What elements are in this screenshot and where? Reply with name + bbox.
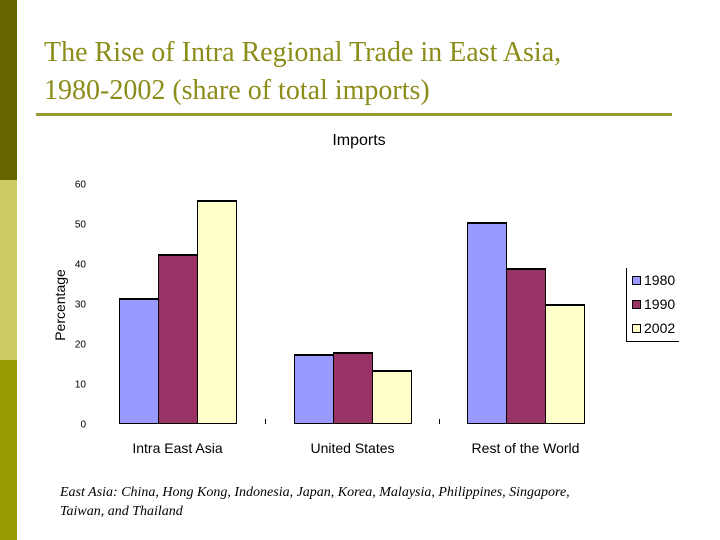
legend-swatch-2002 [632, 323, 641, 333]
x-category-label: Rest of the World [471, 440, 580, 456]
bar-1980 [119, 298, 159, 424]
slide-title: The Rise of Intra Regional Trade in East… [44, 34, 694, 110]
legend-swatch-1990 [632, 299, 641, 309]
bar-1990 [506, 268, 546, 424]
title-divider [36, 113, 672, 116]
y-tick-label: 10 [74, 379, 86, 391]
legend-swatch-1980 [632, 275, 641, 285]
slide-title-line2: 1980-2002 (share of total imports) [44, 75, 430, 106]
footnote: East Asia: China, Hong Kong, Indonesia, … [60, 483, 700, 521]
bar-2002 [197, 200, 237, 424]
bar-2002 [545, 304, 585, 424]
footnote-line1: East Asia: China, Hong Kong, Indonesia, … [60, 485, 570, 500]
y-tick-label: 40 [74, 259, 86, 271]
bar-1980 [467, 222, 507, 424]
legend-item-1990: 1990 [632, 296, 675, 312]
x-category-label: United States [310, 440, 395, 456]
y-tick-label: 0 [80, 419, 86, 431]
y-tick-label: 50 [74, 219, 86, 231]
slide-title-line1: The Rise of Intra Regional Trade in East… [44, 37, 562, 68]
y-tick-label: 20 [74, 339, 86, 351]
y-tick-label: 60 [74, 179, 86, 191]
footnote-line2: Taiwan, and Thailand [60, 504, 183, 519]
category-separator-tick [439, 419, 440, 424]
y-tick-label: 30 [74, 299, 86, 311]
x-category-label: Intra East Asia [132, 440, 223, 456]
bar-2002 [372, 370, 412, 424]
chart-legend: 1980 1990 2002 [626, 268, 679, 342]
category-separator-tick [265, 419, 266, 424]
bar-1980 [294, 354, 334, 424]
bar-1990 [333, 352, 373, 424]
chart-title: Imports [332, 132, 386, 149]
legend-label: 1990 [644, 296, 676, 312]
side-bar-bottom [0, 360, 17, 540]
legend-item-2002: 2002 [632, 320, 675, 336]
side-bar-middle [0, 180, 17, 360]
side-bar-top [0, 0, 17, 180]
legend-item-1980: 1980 [632, 272, 675, 288]
bar-1990 [158, 254, 198, 424]
legend-label: 1980 [644, 272, 676, 288]
legend-label: 2002 [644, 320, 676, 336]
